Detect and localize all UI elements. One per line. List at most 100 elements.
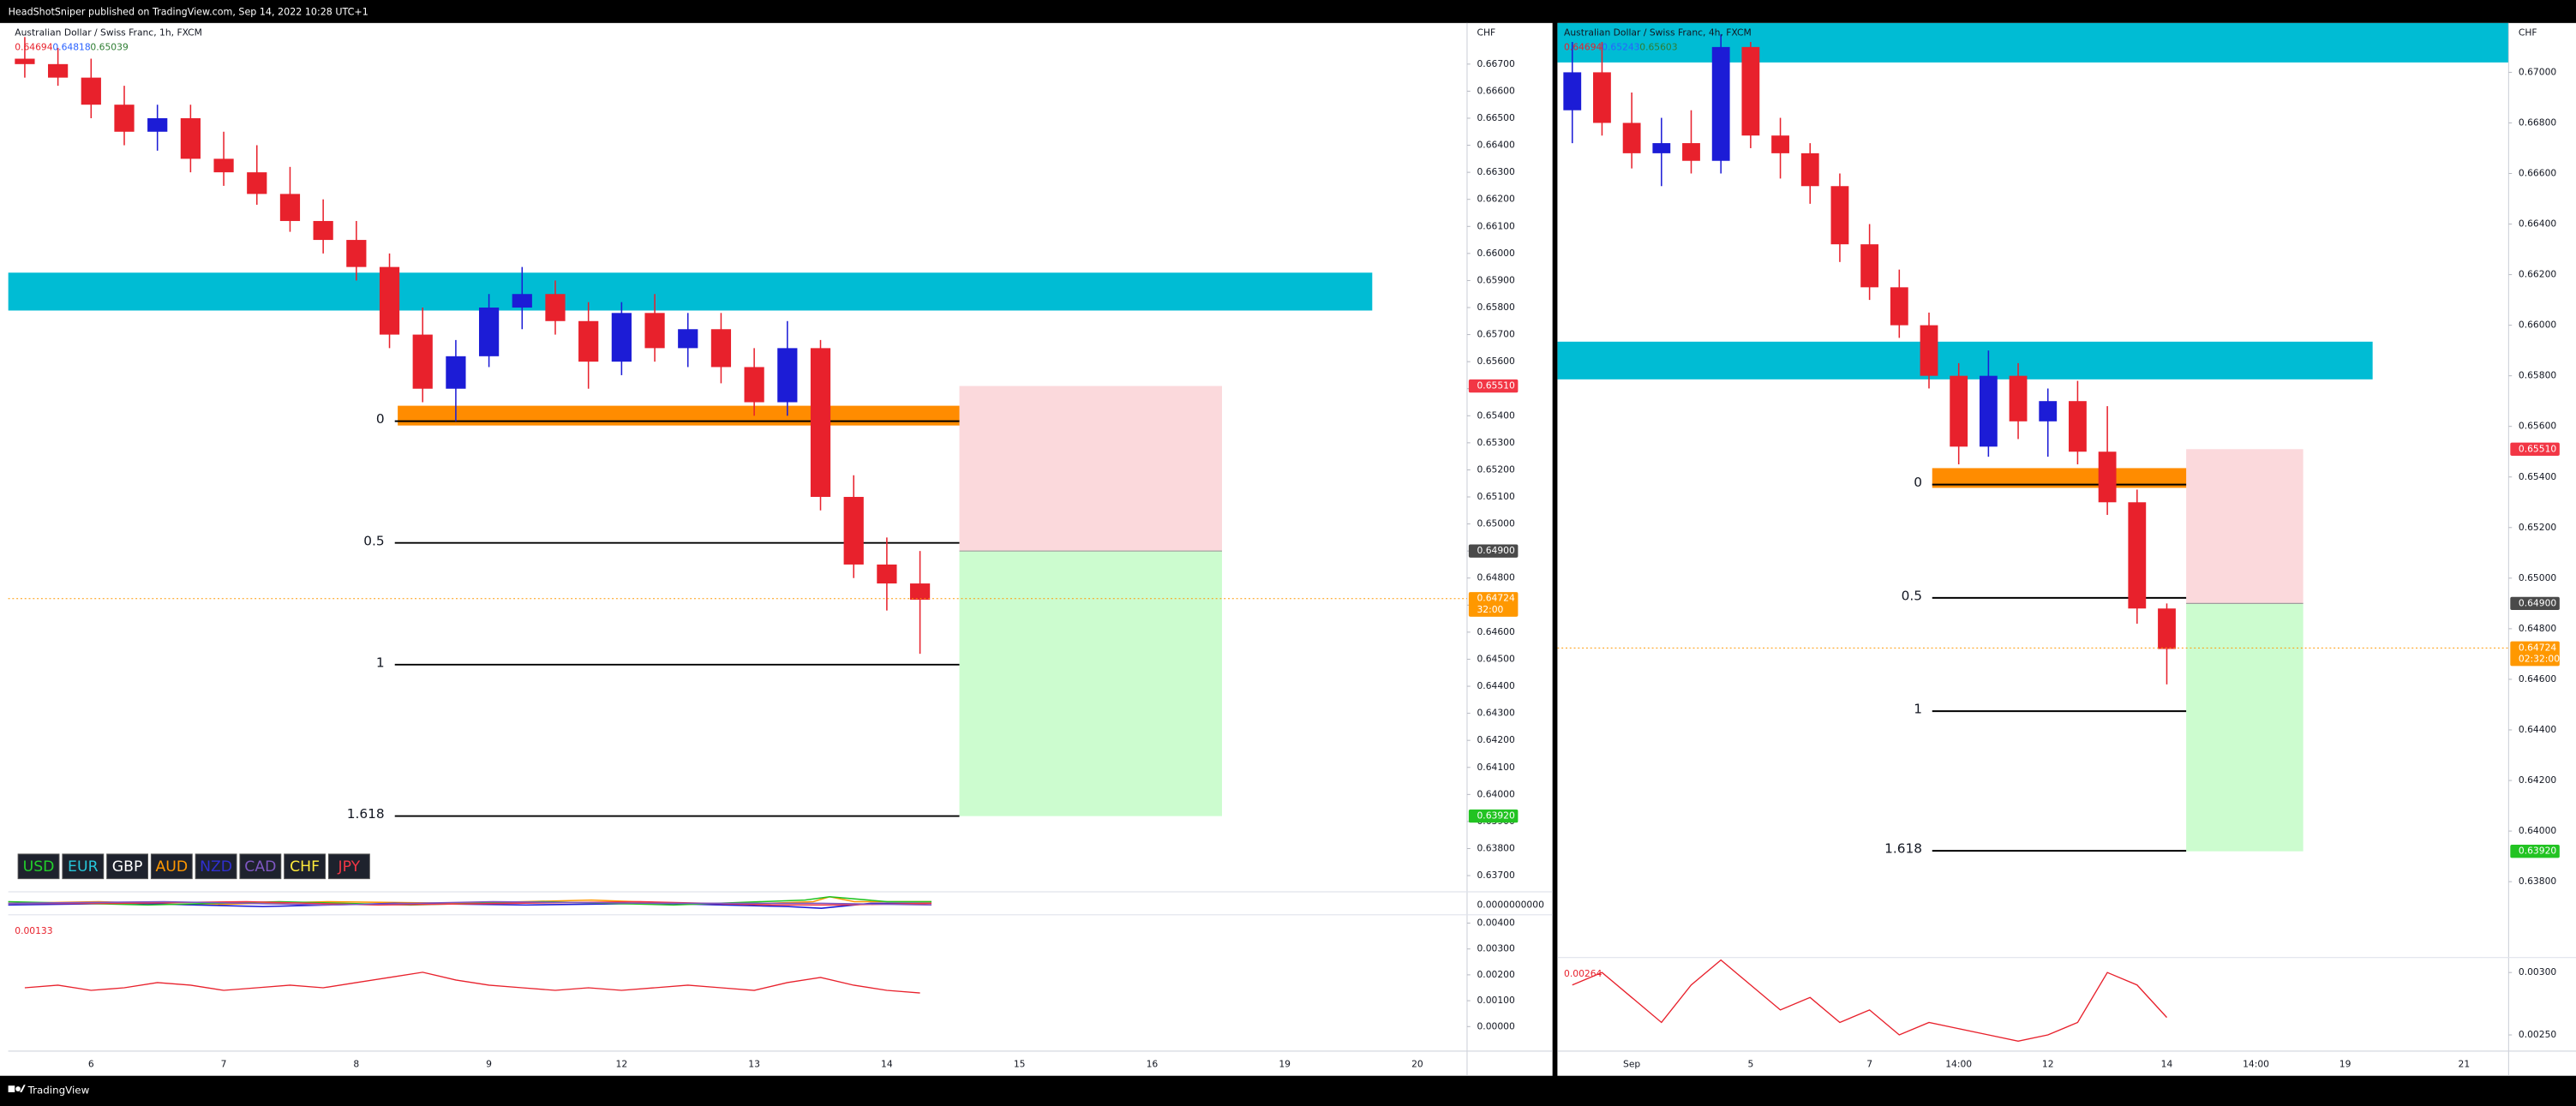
x-tick-label: 9 <box>486 1058 492 1069</box>
x-tick-label: 7 <box>1866 1058 1872 1069</box>
osc-line <box>24 971 920 994</box>
profit-box <box>2186 603 2303 852</box>
candle-body <box>412 334 433 389</box>
y-tick-label: 0.64200 <box>2519 774 2557 786</box>
candle-body <box>1622 123 1641 153</box>
candle-body <box>2098 451 2117 503</box>
legend-value: 0.65039 <box>90 42 129 53</box>
y-tick-label: 0.66600 <box>2519 167 2557 178</box>
candle-body <box>1593 72 1611 123</box>
y-tick-label: 0.67000 <box>2519 66 2557 77</box>
osc-line <box>1572 959 2167 1042</box>
candle-body <box>180 117 201 159</box>
price-badge <box>2510 641 2560 667</box>
candle-body <box>678 329 698 349</box>
osc-label: 0.00133 <box>15 925 52 936</box>
legend-value: 0.65603 <box>1639 42 1677 53</box>
y-tick-label: 0.65900 <box>1477 274 1515 285</box>
y-tick-label: 0.65700 <box>1477 329 1515 340</box>
tv-logo <box>8 1085 26 1092</box>
legend-value: 0.64818 <box>52 42 91 53</box>
price-badge <box>2510 596 2560 611</box>
y-tick-label: 0.64800 <box>1477 572 1515 583</box>
candle-body <box>744 367 764 403</box>
y-tick-label: 0.64500 <box>1477 653 1515 664</box>
y-tick-label: 0.65300 <box>1477 437 1515 448</box>
profit-box <box>959 551 1222 816</box>
fib-label: 0.5 <box>363 533 384 548</box>
currency-button-label: USD <box>23 858 55 876</box>
fib-label: 1.618 <box>1884 841 1922 857</box>
currency-label: CHF <box>1477 27 1495 38</box>
x-tick-label: 14:00 <box>1945 1058 1972 1069</box>
x-tick-label: 12 <box>616 1058 628 1069</box>
osc-tick-label: 0.00300 <box>1477 943 1515 954</box>
y-tick-label: 0.66100 <box>1477 220 1515 231</box>
candle-body <box>2039 401 2058 421</box>
candle-body <box>1860 244 1879 288</box>
candle-body <box>1771 135 1789 153</box>
y-tick-label: 0.63800 <box>2519 876 2557 887</box>
candle-body <box>247 172 267 194</box>
candle-body <box>1800 152 1819 187</box>
candle-body <box>644 313 665 349</box>
currency-button <box>62 853 105 880</box>
symbol-label: Australian Dollar / Swiss Franc, 4h, FXC… <box>1564 27 1752 38</box>
candle-body <box>48 63 69 78</box>
price-badge <box>2510 845 2560 858</box>
price-badge <box>1468 592 1519 617</box>
loss-box <box>2186 449 2303 604</box>
price-badge-label: 0.64900 <box>2519 597 2557 608</box>
left-pane-bg <box>0 22 1553 1076</box>
candle-body <box>1563 72 1582 111</box>
y-tick-label: 0.65000 <box>1477 518 1515 529</box>
candle-body <box>512 294 532 308</box>
symbol-label: Australian Dollar / Swiss Franc, 1h, FXC… <box>15 27 202 38</box>
x-tick-label: 5 <box>1747 1058 1753 1069</box>
y-tick-label: 0.65100 <box>1477 491 1515 502</box>
fib-label: 1 <box>1914 702 1922 717</box>
x-tick-label: 12 <box>2042 1058 2054 1069</box>
x-tick-label: 8 <box>353 1058 359 1069</box>
y-tick-label: 0.64600 <box>1477 626 1515 637</box>
y-tick-label: 0.66200 <box>2519 269 2557 280</box>
currency-button <box>106 853 149 880</box>
candle-body <box>1979 375 1998 447</box>
strength-label: 0.0000000000 <box>1477 899 1544 910</box>
y-tick-label: 0.65600 <box>2519 421 2557 432</box>
right-pane-bg <box>1557 22 2576 1076</box>
candle-body <box>81 77 101 105</box>
candle-body <box>15 58 35 64</box>
x-tick-label: 15 <box>1014 1058 1026 1069</box>
y-tick-label: 0.65800 <box>1477 302 1515 313</box>
price-timer: 02:32:00 <box>2519 654 2560 665</box>
fib-label: 0 <box>1914 475 1922 490</box>
price-badge-label: 0.64724 <box>2519 642 2557 653</box>
y-tick-label: 0.66500 <box>1477 112 1515 123</box>
currency-button-label: NZD <box>200 858 232 876</box>
currency-button-label: JPY <box>338 858 361 876</box>
candle-body <box>877 564 897 584</box>
candle-body <box>1682 143 1700 161</box>
currency-button <box>150 853 193 880</box>
strength-lines <box>8 895 932 909</box>
y-tick-label: 0.64600 <box>2519 673 2557 685</box>
plot-area <box>8 37 1373 817</box>
y-tick-label: 0.66700 <box>1477 58 1515 69</box>
loss-box <box>959 386 1222 552</box>
y-tick-label: 0.65800 <box>2519 370 2557 381</box>
x-tick-label: 19 <box>1279 1058 1291 1069</box>
candle-body <box>279 194 301 221</box>
zone <box>8 272 1373 311</box>
x-tick-label: 7 <box>221 1058 227 1069</box>
candle-body <box>2069 401 2087 452</box>
y-tick-label: 0.64800 <box>2519 623 2557 634</box>
candle-body <box>611 313 632 362</box>
candle-body <box>1652 143 1671 153</box>
y-tick-label: 0.65000 <box>2519 572 2557 583</box>
y-tick-label: 0.66800 <box>2519 117 2557 128</box>
currency-button-label: EUR <box>68 858 99 876</box>
y-tick-label: 0.64000 <box>1477 788 1515 799</box>
legend-value: 0.64694 <box>15 42 53 53</box>
